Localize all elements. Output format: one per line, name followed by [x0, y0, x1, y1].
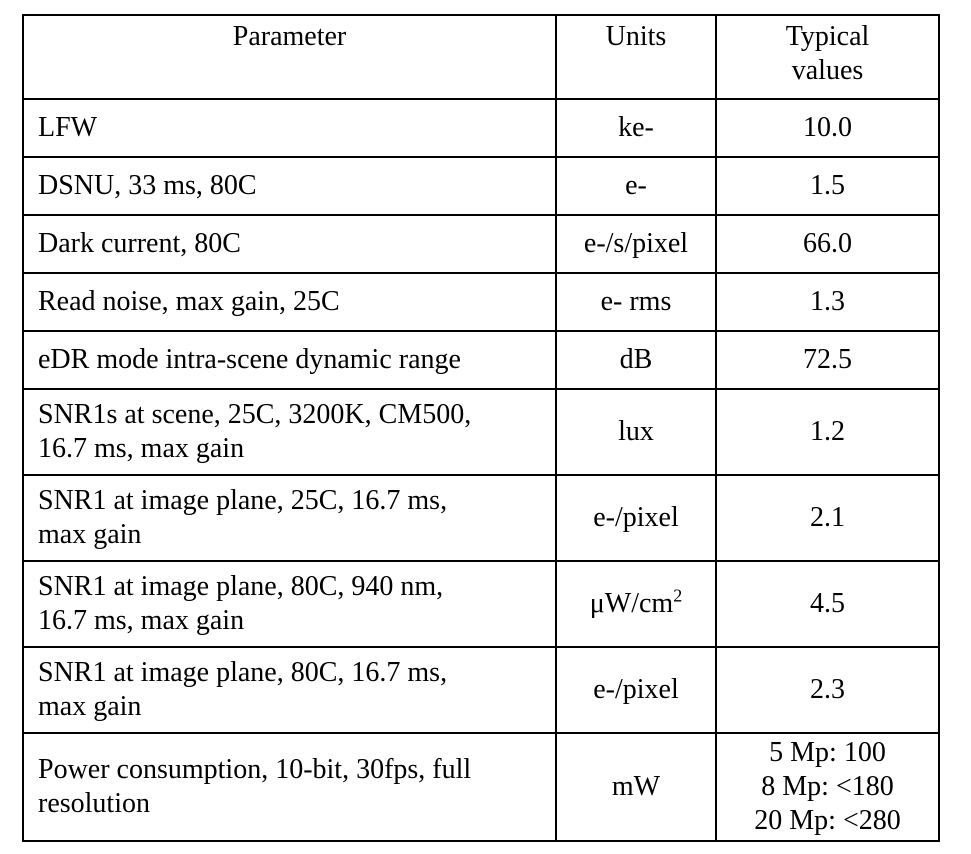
parameter-cell: DSNU, 33 ms, 80C	[22, 156, 557, 216]
units-text: μW/cm	[589, 588, 674, 619]
parameter-text: eDR mode intra-scene dynamic range	[38, 344, 461, 375]
parameter-text: 16.7 ms, max gain	[38, 605, 245, 636]
parameter-cell: Power consumption, 10-bit, 30fps, full re…	[22, 732, 557, 842]
parameter-text: max gain	[38, 691, 142, 722]
table-row: Read noise, max gain, 25C e- rms 1.3	[22, 272, 940, 332]
typical-value-text: 1.2	[810, 416, 845, 447]
parameter-text: SNR1s at scene, 25C, 3200K, CM500,	[38, 399, 472, 430]
units-text: mW	[611, 771, 661, 802]
table-row: SNR1 at image plane, 80C, 940 nm, 16.7 ms…	[22, 560, 940, 648]
typical-value-text: 1.3	[810, 286, 845, 317]
typical-value-cell: 2.3	[715, 646, 940, 734]
typical-value-text: 1.5	[810, 170, 845, 201]
parameter-text: Dark current, 80C	[38, 228, 241, 259]
parameter-cell: SNR1 at image plane, 80C, 16.7 ms, max ga…	[22, 646, 557, 734]
typical-value-text: 2.1	[810, 502, 845, 533]
parameter-text: resolution	[38, 788, 150, 819]
units-text: ke-	[618, 112, 654, 143]
header-typical-values: Typical values	[715, 14, 940, 100]
typical-value-text: 2.3	[810, 674, 845, 705]
table-row: eDR mode intra-scene dynamic range dB 72.5	[22, 330, 940, 390]
table-row: SNR1 at image plane, 25C, 16.7 ms, max ga…	[22, 474, 940, 562]
units-cell: mW	[555, 732, 717, 842]
units-cell: e-/s/pixel	[555, 214, 717, 274]
units-cell: e-	[555, 156, 717, 216]
parameter-text: DSNU, 33 ms, 80C	[38, 170, 257, 201]
typical-value-cell: 10.0	[715, 98, 940, 158]
units-text: e-/s/pixel	[583, 228, 689, 259]
units-text: e-/pixel	[593, 674, 679, 705]
units-text: dB	[619, 344, 653, 375]
typical-value-cell: 66.0	[715, 214, 940, 274]
parameter-text: SNR1 at image plane, 80C, 16.7 ms,	[38, 657, 448, 688]
parameter-text: Power consumption, 10-bit, 30fps, full	[38, 754, 472, 785]
units-text: e-	[625, 170, 647, 201]
typical-value-text: 72.5	[803, 344, 852, 375]
typical-value-cell: 1.5	[715, 156, 940, 216]
header-units: Units	[555, 14, 717, 100]
header-typical-line2: values	[791, 55, 864, 86]
parameter-cell: SNR1 at image plane, 80C, 940 nm, 16.7 ms…	[22, 560, 557, 648]
typical-value-text: 20 Mp: <280	[754, 805, 901, 836]
parameter-cell: LFW	[22, 98, 557, 158]
typical-value-text: 10.0	[803, 112, 852, 143]
parameter-cell: SNR1 at image plane, 25C, 16.7 ms, max ga…	[22, 474, 557, 562]
units-text: lux	[618, 416, 654, 447]
parameter-text: Read noise, max gain, 25C	[38, 286, 340, 317]
typical-value-cell: 1.2	[715, 388, 940, 476]
parameter-text: LFW	[38, 112, 98, 143]
table-row: LFW ke- 10.0	[22, 98, 940, 158]
parameter-text: 16.7 ms, max gain	[38, 433, 245, 464]
parameter-table: Parameter Units Typical values LFW ke- 10.…	[22, 14, 940, 842]
typical-value-text: 8 Mp: <180	[761, 771, 894, 802]
parameter-cell: Read noise, max gain, 25C	[22, 272, 557, 332]
units-text: e-/pixel	[593, 502, 679, 533]
typical-value-text: 4.5	[810, 588, 845, 619]
table-body: LFW ke- 10.0 DSNU, 33 ms, 80C e- 1.5 Dark curr…	[22, 98, 940, 842]
table-row: Power consumption, 10-bit, 30fps, full re…	[22, 732, 940, 842]
units-cell: ke-	[555, 98, 717, 158]
typical-value-cell: 2.1	[715, 474, 940, 562]
units-cell: lux	[555, 388, 717, 476]
typical-value-text: 66.0	[803, 228, 852, 259]
units-cell: e-/pixel	[555, 646, 717, 734]
table-row: SNR1 at image plane, 80C, 16.7 ms, max ga…	[22, 646, 940, 734]
parameter-text: SNR1 at image plane, 25C, 16.7 ms,	[38, 485, 448, 516]
typical-value-cell: 72.5	[715, 330, 940, 390]
units-cell: e- rms	[555, 272, 717, 332]
table-row: DSNU, 33 ms, 80C e- 1.5	[22, 156, 940, 216]
table-row: Dark current, 80C e-/s/pixel 66.0	[22, 214, 940, 274]
parameter-cell: SNR1s at scene, 25C, 3200K, CM500, 16.7 m…	[22, 388, 557, 476]
header-row: Parameter Units Typical values	[22, 14, 940, 100]
units-superscript: 2	[673, 585, 683, 606]
units-text: e- rms	[600, 286, 672, 317]
header-parameter: Parameter	[22, 14, 557, 100]
units-cell: dB	[555, 330, 717, 390]
header-typical-line1: Typical	[785, 21, 870, 52]
typical-value-cell: 1.3	[715, 272, 940, 332]
units-cell: e-/pixel	[555, 474, 717, 562]
parameter-text: max gain	[38, 519, 142, 550]
parameter-text: SNR1 at image plane, 80C, 940 nm,	[38, 571, 444, 602]
typical-value-text: 5 Mp: 100	[769, 737, 886, 768]
parameter-cell: eDR mode intra-scene dynamic range	[22, 330, 557, 390]
typical-value-cell: 5 Mp: 100 8 Mp: <180 20 Mp: <280	[715, 732, 940, 842]
units-cell: μW/cm2	[555, 560, 717, 648]
parameter-cell: Dark current, 80C	[22, 214, 557, 274]
table-row: SNR1s at scene, 25C, 3200K, CM500, 16.7 m…	[22, 388, 940, 476]
typical-value-cell: 4.5	[715, 560, 940, 648]
